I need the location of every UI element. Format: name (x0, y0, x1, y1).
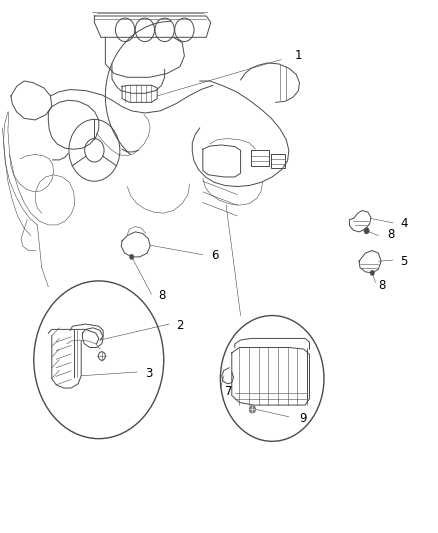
Text: 1: 1 (294, 50, 302, 62)
Text: 3: 3 (145, 367, 152, 379)
Text: 6: 6 (211, 249, 219, 262)
Text: 9: 9 (298, 412, 306, 425)
Text: 2: 2 (176, 319, 184, 332)
Circle shape (249, 406, 255, 413)
Text: 7: 7 (224, 385, 232, 398)
Text: 8: 8 (378, 279, 385, 292)
Circle shape (129, 254, 134, 260)
Circle shape (363, 228, 368, 234)
Circle shape (369, 270, 374, 276)
Text: 5: 5 (399, 255, 406, 268)
Text: 8: 8 (159, 289, 166, 302)
Text: 4: 4 (399, 217, 407, 230)
Text: 8: 8 (386, 228, 393, 241)
